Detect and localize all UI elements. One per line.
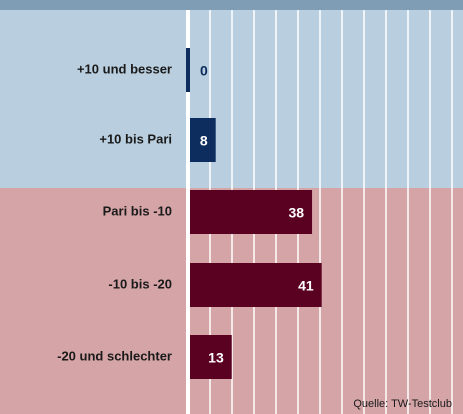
grid <box>209 10 453 414</box>
axis-line <box>186 10 190 414</box>
value-label: 41 <box>298 278 314 294</box>
value-label: 38 <box>288 205 304 221</box>
value-label: 13 <box>208 350 224 366</box>
category-label: Pari bis -10 <box>103 203 172 218</box>
category-label: +10 bis Pari <box>99 131 172 146</box>
bar <box>186 48 190 92</box>
value-label: 0 <box>200 63 208 79</box>
bar <box>190 190 313 234</box>
bar <box>190 263 322 307</box>
value-label: 8 <box>200 133 208 149</box>
category-label: -20 und schlechter <box>57 348 172 363</box>
source-note: Quelle: TW-Testclub <box>353 398 452 410</box>
category-label: +10 und besser <box>77 61 172 76</box>
top-strip <box>0 0 463 10</box>
bar <box>190 118 216 162</box>
category-label: -10 bis -20 <box>108 276 172 291</box>
bar <box>190 335 232 379</box>
